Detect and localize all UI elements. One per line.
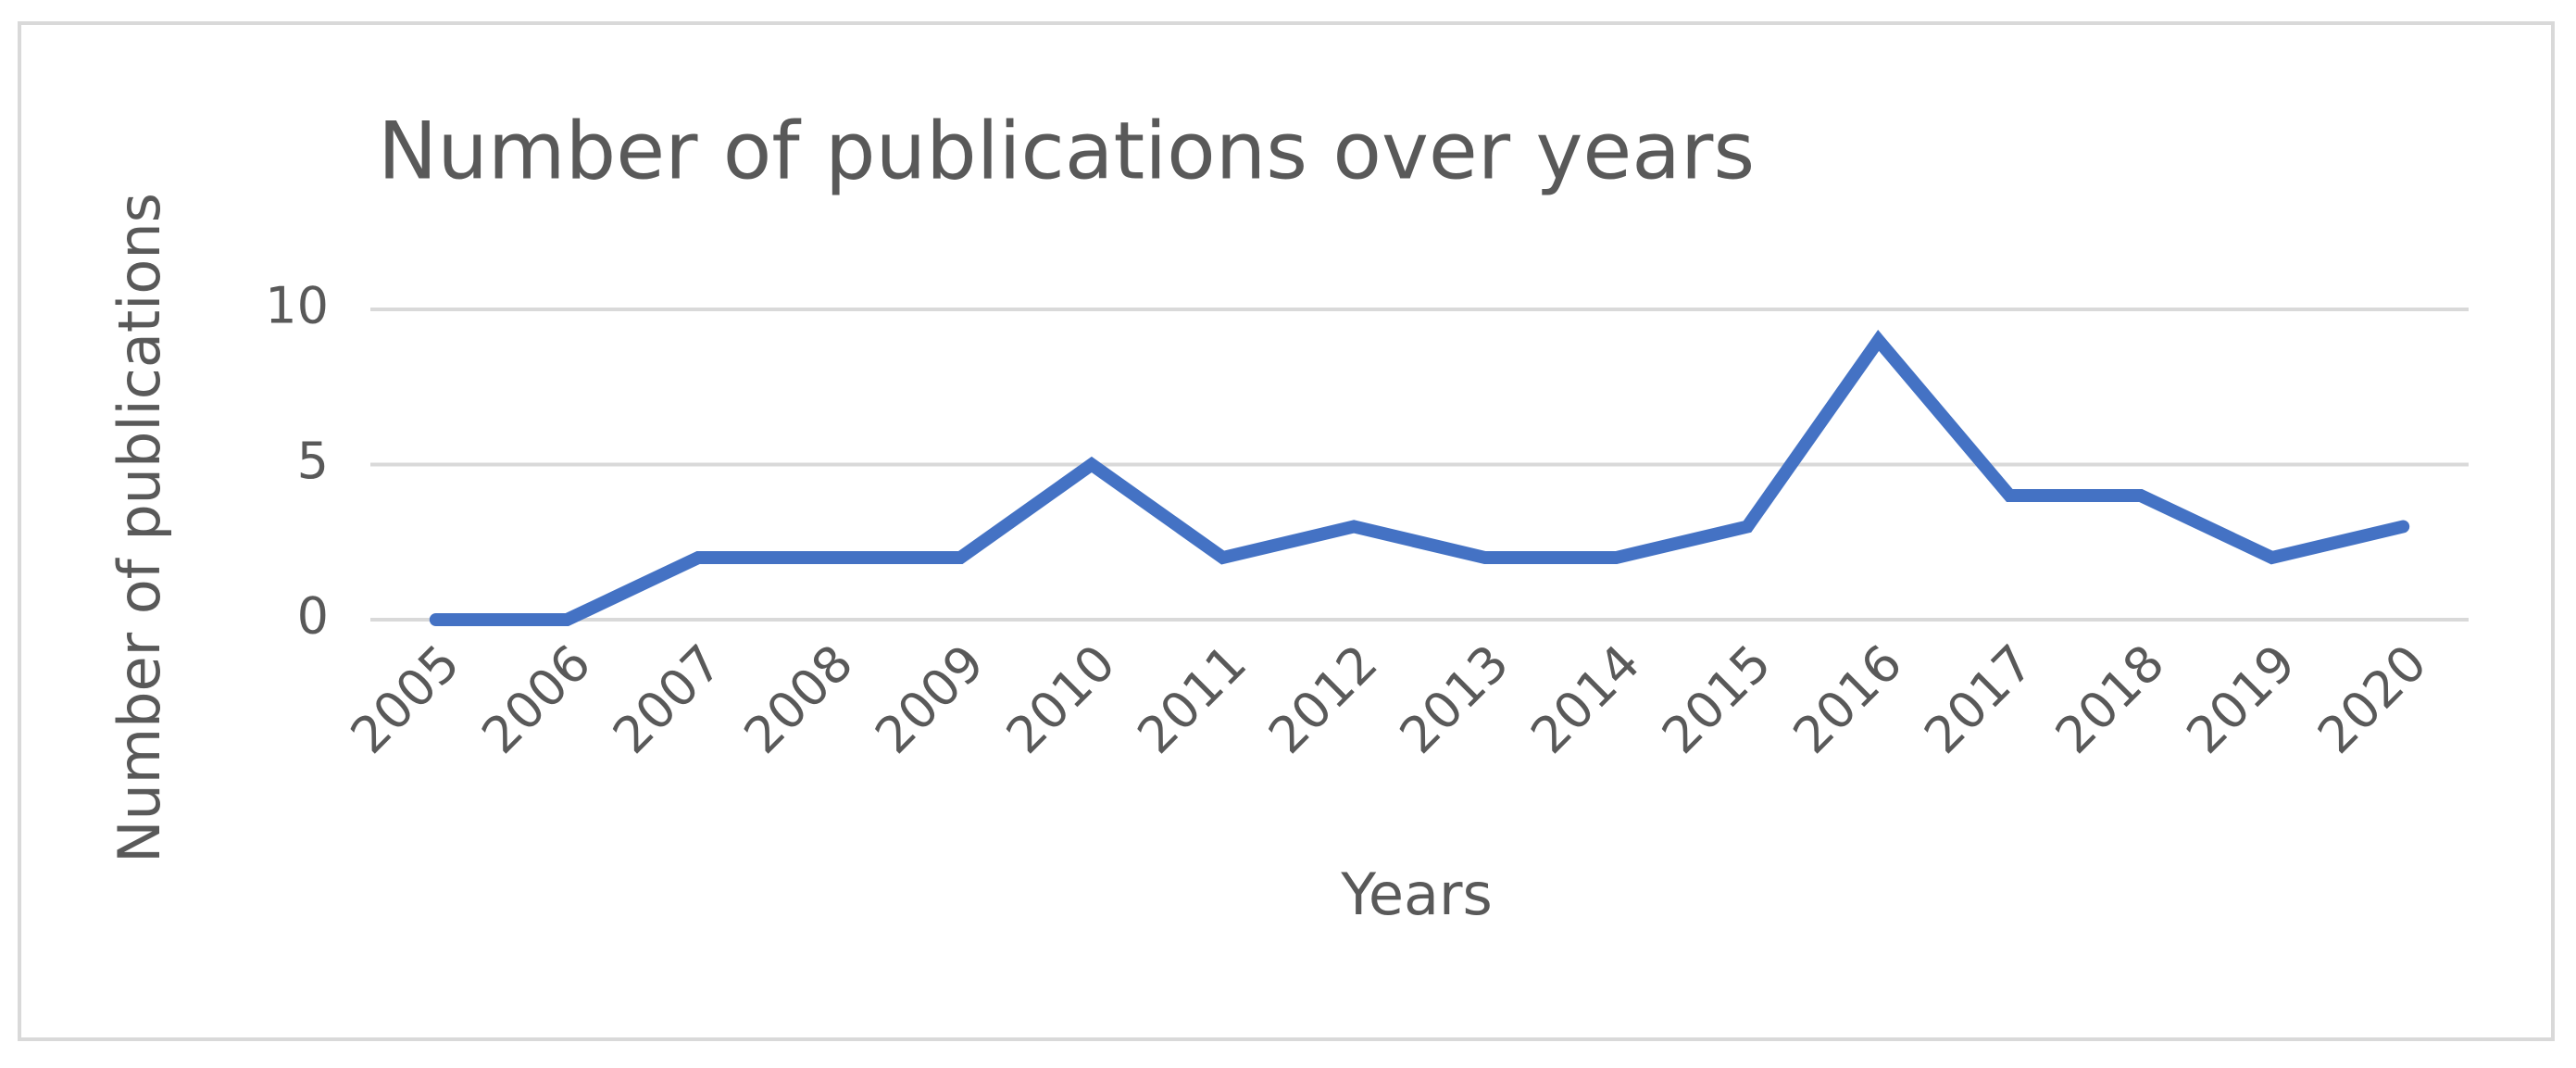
- chart-border: [18, 21, 2555, 1041]
- y-axis-title: Number of publications: [106, 193, 173, 863]
- y-tick-label: 5: [297, 432, 329, 490]
- y-tick-label: 0: [297, 587, 329, 646]
- chart-title: Number of publications over years: [378, 105, 1755, 197]
- data-line: [429, 330, 2410, 626]
- y-tick-label: 10: [265, 277, 329, 335]
- x-axis-title: Years: [1340, 861, 1493, 928]
